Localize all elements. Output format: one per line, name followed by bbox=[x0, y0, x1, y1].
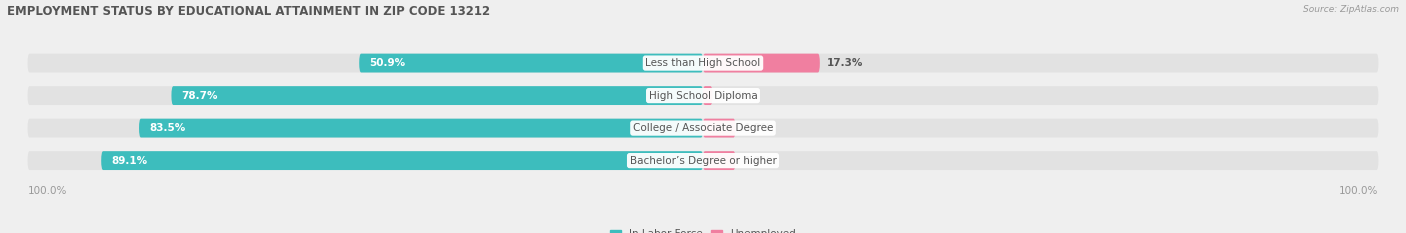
FancyBboxPatch shape bbox=[28, 86, 1378, 105]
Text: Less than High School: Less than High School bbox=[645, 58, 761, 68]
Text: EMPLOYMENT STATUS BY EDUCATIONAL ATTAINMENT IN ZIP CODE 13212: EMPLOYMENT STATUS BY EDUCATIONAL ATTAINM… bbox=[7, 5, 491, 18]
Text: High School Diploma: High School Diploma bbox=[648, 91, 758, 101]
Text: 50.9%: 50.9% bbox=[370, 58, 405, 68]
FancyBboxPatch shape bbox=[28, 119, 1378, 137]
FancyBboxPatch shape bbox=[703, 119, 735, 137]
Text: 78.7%: 78.7% bbox=[181, 91, 218, 101]
Text: Source: ZipAtlas.com: Source: ZipAtlas.com bbox=[1303, 5, 1399, 14]
Text: 100.0%: 100.0% bbox=[1339, 186, 1378, 196]
FancyBboxPatch shape bbox=[703, 151, 735, 170]
FancyBboxPatch shape bbox=[703, 54, 820, 72]
FancyBboxPatch shape bbox=[101, 151, 703, 170]
Text: 83.5%: 83.5% bbox=[149, 123, 186, 133]
FancyBboxPatch shape bbox=[139, 119, 703, 137]
FancyBboxPatch shape bbox=[28, 151, 1378, 170]
Text: 4.8%: 4.8% bbox=[742, 123, 772, 133]
Text: Bachelor’s Degree or higher: Bachelor’s Degree or higher bbox=[630, 156, 776, 166]
FancyBboxPatch shape bbox=[359, 54, 703, 72]
Text: 4.8%: 4.8% bbox=[742, 156, 772, 166]
Text: 100.0%: 100.0% bbox=[28, 186, 67, 196]
FancyBboxPatch shape bbox=[703, 86, 713, 105]
FancyBboxPatch shape bbox=[28, 54, 1378, 72]
Text: College / Associate Degree: College / Associate Degree bbox=[633, 123, 773, 133]
Text: 1.4%: 1.4% bbox=[720, 91, 748, 101]
Legend: In Labor Force, Unemployed: In Labor Force, Unemployed bbox=[610, 230, 796, 233]
FancyBboxPatch shape bbox=[172, 86, 703, 105]
Text: 89.1%: 89.1% bbox=[111, 156, 148, 166]
Text: 17.3%: 17.3% bbox=[827, 58, 863, 68]
